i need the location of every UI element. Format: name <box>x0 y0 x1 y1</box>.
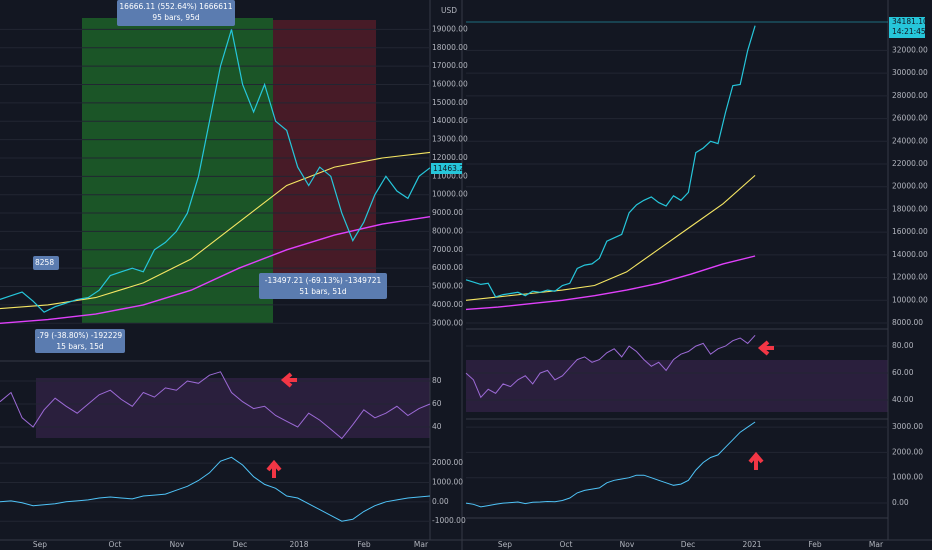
gain-box <box>82 18 273 323</box>
y-tick-label: 1000.00 <box>892 473 923 482</box>
y-tick-label: 15000.00 <box>432 98 468 107</box>
y-tick-label: 12000.00 <box>432 153 468 162</box>
y-tick-label: 20000.00 <box>892 182 928 191</box>
x-tick-label: Dec <box>233 540 248 549</box>
y-tick-label: 6000.00 <box>432 263 463 272</box>
ma-magenta-line <box>465 255 756 311</box>
y-tick-label: 40 <box>432 422 442 431</box>
y-tick-label: 8000.00 <box>432 226 463 235</box>
values-line <box>0 371 431 440</box>
x-tick-label: Feb <box>357 540 371 549</box>
y-tick-label: 8000.00 <box>892 318 923 327</box>
y-tick-label: 3000.00 <box>432 318 463 327</box>
arrow <box>266 459 282 478</box>
x-tick-label: Mar <box>869 540 884 549</box>
y-tick-label: 7000.00 <box>432 245 463 254</box>
annotations: 16666.11 (552.64%) 1666611 95 bars, 95d … <box>33 0 928 478</box>
annotation-box <box>117 0 235 26</box>
rsi-band <box>36 378 430 438</box>
values-line <box>465 334 756 399</box>
last-price-box <box>431 163 462 174</box>
annotation: 16666.11 (552.64%) 1666611 <box>119 2 232 11</box>
arrow <box>280 372 297 388</box>
annotation: 51 bars, 51d <box>299 287 347 296</box>
y-tick-label: 60.00 <box>892 368 914 377</box>
x-tick-label: Feb <box>808 540 822 549</box>
y-tick-label: 3000.00 <box>892 422 923 431</box>
x-tick-label: Oct <box>109 540 122 549</box>
y-tick-label: 60 <box>432 399 442 408</box>
y-tick-label: 0.00 <box>432 497 449 506</box>
y-tick-label: 26000.00 <box>892 114 928 123</box>
y-tick-label: 12000.00 <box>892 273 928 282</box>
clock: 14:21:45 <box>892 27 926 36</box>
x-tick-label: Sep <box>498 540 512 549</box>
ma-yellow-line <box>465 174 756 301</box>
x-tick-label: Nov <box>170 540 185 549</box>
annotation: .79 (-38.80%) -192229 <box>37 331 122 340</box>
annotation-box <box>259 273 387 299</box>
y-tick-label: 16000.00 <box>432 79 468 88</box>
y-tick-label: 10000.00 <box>432 190 468 199</box>
y-tick-label: 1000.00 <box>432 477 463 486</box>
y-tick-label: 9000.00 <box>432 208 463 217</box>
y-tick-label: 2000.00 <box>892 447 923 456</box>
annotation: 15 bars, 15d <box>56 342 104 351</box>
y-tick-label: 17000.00 <box>432 61 468 70</box>
y-tick-label: -1000.00 <box>432 516 466 525</box>
y-tick-label: 40.00 <box>892 395 914 404</box>
x-tick-label: Dec <box>681 540 696 549</box>
y-tick-label: 2000.00 <box>432 458 463 467</box>
annotation: 8258 <box>35 258 54 267</box>
x-tick-label: Oct <box>560 540 573 549</box>
y-tick-label: 13000.00 <box>432 135 468 144</box>
x-tick-label: 2018 <box>289 540 308 549</box>
y-tick-label: 22000.00 <box>892 159 928 168</box>
x-tick-label: 2021 <box>742 540 761 549</box>
last-price: 34181.10 <box>892 17 928 26</box>
y-tick-label: 30000.00 <box>892 68 928 77</box>
ma-magenta-line <box>0 216 431 324</box>
y-tick-label: 28000.00 <box>892 91 928 100</box>
annotation: 95 bars, 95d <box>152 13 200 22</box>
x-tick-label: Mar <box>414 540 429 549</box>
last-price: 11463.27 <box>433 164 469 173</box>
range-boxes <box>36 18 888 438</box>
y-tick-label: 5000.00 <box>432 282 463 291</box>
y-tick-label: 11000.00 <box>432 171 468 180</box>
y-tick-label: 14000.00 <box>432 116 468 125</box>
unit-label: USD <box>441 6 457 15</box>
y-tick-label: 24000.00 <box>892 136 928 145</box>
rsi-band <box>466 360 888 412</box>
y-tick-label: 18000.00 <box>432 43 468 52</box>
y-tick-label: 16000.00 <box>892 227 928 236</box>
y-tick-label: 18000.00 <box>892 204 928 213</box>
y-tick-label: 32000.00 <box>892 45 928 54</box>
close-line <box>0 29 431 313</box>
arrow <box>748 451 764 470</box>
y-tick-label: 4000.00 <box>432 300 463 309</box>
annotation: -13497.21 (-69.13%) -1349721 <box>265 276 382 285</box>
y-tick-label: 19000.00 <box>432 24 468 33</box>
arrow <box>757 340 774 356</box>
annotation-box <box>33 256 59 270</box>
values-line <box>0 456 431 522</box>
last-price-box <box>889 17 925 38</box>
values-line <box>465 421 756 508</box>
marks: 3000.00 4000.00 5000.00 6000.00 7000.00 8000.… <box>0 24 928 549</box>
y-tick-label: 14000.00 <box>892 250 928 259</box>
annotation-box <box>35 329 125 353</box>
y-tick-label: 80.00 <box>892 341 914 350</box>
x-tick-label: Nov <box>620 540 635 549</box>
x-tick-label: Sep <box>33 540 47 549</box>
loss-box <box>273 20 376 275</box>
y-tick-label: 80 <box>432 376 442 385</box>
close-line <box>465 25 756 298</box>
y-tick-label: 10000.00 <box>892 295 928 304</box>
y-tick-label: 0.00 <box>892 498 909 507</box>
